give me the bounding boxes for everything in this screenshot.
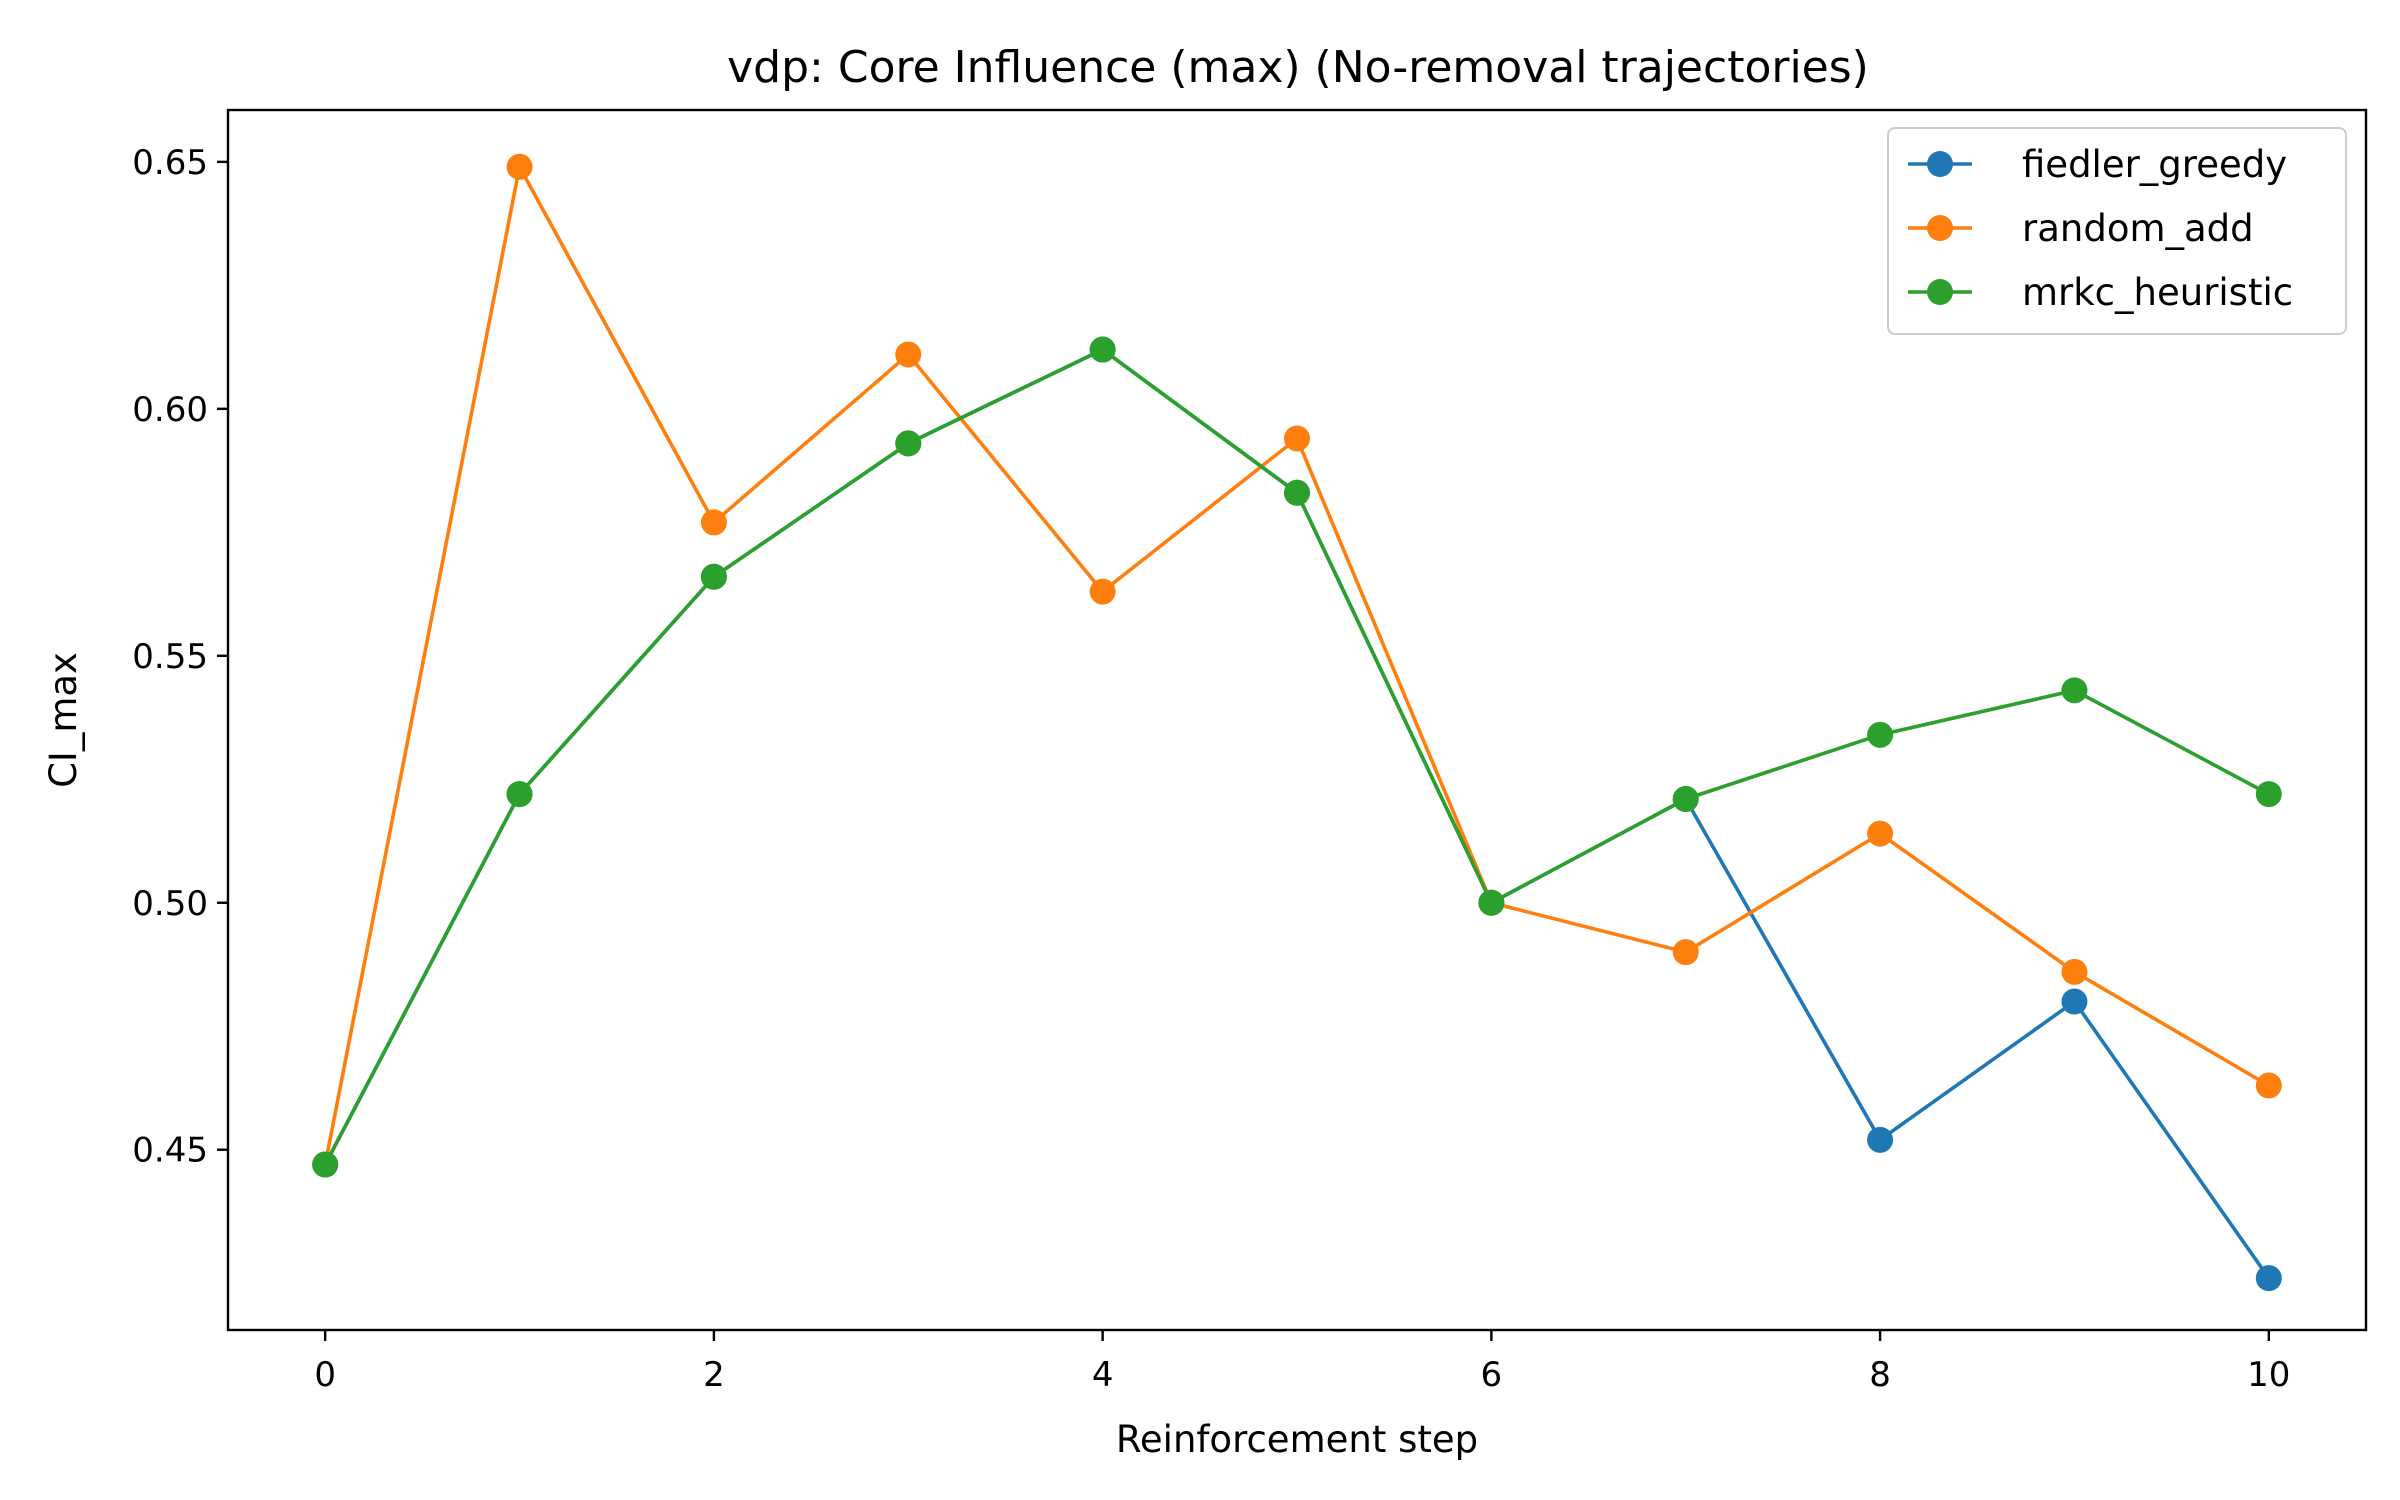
data-point[interactable] bbox=[895, 430, 922, 457]
data-point[interactable] bbox=[506, 153, 533, 180]
legend-label: fiedler_greedy bbox=[2022, 143, 2287, 186]
plot-area-frame bbox=[226, 108, 2368, 1332]
data-point[interactable] bbox=[1284, 479, 1310, 506]
data-point[interactable] bbox=[1867, 1126, 1894, 1153]
chart-title: vdp: Core Influence (max) (No-removal tr… bbox=[727, 42, 1869, 93]
legend-item-fiedler_greedy[interactable]: fiedler_greedy bbox=[1908, 143, 2287, 186]
x-tick-label: 6 bbox=[1481, 1355, 1503, 1395]
x-axis: 0 2 4 6 8 10 bbox=[314, 1330, 2290, 1395]
x-tick-label: 2 bbox=[703, 1355, 725, 1395]
y-axis-title: CI_max bbox=[42, 652, 85, 788]
legend-item-mrkc_heuristic[interactable]: mrkc_heuristic bbox=[1908, 271, 2293, 314]
y-tick-label: 0.45 bbox=[132, 1131, 208, 1171]
data-point[interactable] bbox=[895, 341, 922, 368]
data-point[interactable] bbox=[1867, 820, 1894, 847]
data-point[interactable] bbox=[2061, 677, 2088, 704]
y-tick-label: 0.55 bbox=[132, 637, 208, 677]
data-point[interactable] bbox=[1089, 336, 1116, 363]
x-tick-label: 4 bbox=[1092, 1355, 1114, 1395]
x-tick-label: 0 bbox=[314, 1355, 336, 1395]
legend[interactable]: fiedler_greedy random_add mrkc_heuristic bbox=[1887, 127, 2347, 335]
data-point[interactable] bbox=[1478, 889, 1505, 916]
data-point[interactable] bbox=[1672, 939, 1699, 966]
y-tick-label: 0.65 bbox=[132, 143, 208, 183]
data-point[interactable] bbox=[312, 1151, 339, 1178]
y-axis: 0.45 0.50 0.55 0.60 0.65 bbox=[132, 143, 228, 1171]
x-axis-title: Reinforcement step bbox=[1116, 1418, 1478, 1461]
legend-marker bbox=[1927, 279, 1953, 305]
data-point[interactable] bbox=[700, 509, 727, 536]
data-point[interactable] bbox=[1867, 721, 1894, 748]
data-point[interactable] bbox=[506, 781, 533, 808]
x-tick-label: 10 bbox=[2247, 1355, 2290, 1395]
data-point[interactable] bbox=[700, 563, 727, 590]
legend-box bbox=[1887, 127, 2347, 335]
series-layer bbox=[312, 153, 2282, 1292]
x-tick-label: 8 bbox=[1869, 1355, 1891, 1395]
data-point[interactable] bbox=[2061, 988, 2088, 1015]
data-point[interactable] bbox=[1089, 578, 1116, 605]
data-point[interactable] bbox=[2255, 1072, 2282, 1099]
data-point[interactable] bbox=[2255, 781, 2282, 808]
data-point[interactable] bbox=[1672, 786, 1699, 813]
legend-marker bbox=[1927, 215, 1953, 241]
series-mrkc_heuristic bbox=[312, 336, 2282, 1178]
legend-label: mrkc_heuristic bbox=[2022, 271, 2293, 314]
legend-marker bbox=[1927, 151, 1953, 177]
legend-item-random_add[interactable]: random_add bbox=[1908, 207, 2254, 250]
y-tick-label: 0.50 bbox=[132, 884, 208, 924]
legend-label: random_add bbox=[2022, 207, 2254, 250]
data-point[interactable] bbox=[2061, 958, 2088, 985]
data-point[interactable] bbox=[1284, 425, 1310, 452]
y-tick-label: 0.60 bbox=[132, 390, 208, 430]
data-point[interactable] bbox=[2255, 1265, 2282, 1292]
